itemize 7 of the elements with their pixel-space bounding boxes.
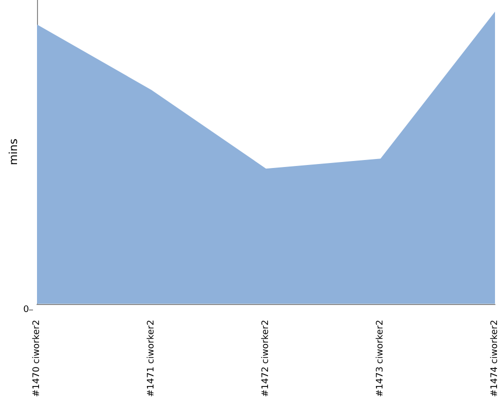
x-tick-label: #1473 ciworker2 [376,320,386,398]
x-tick-label: #1471 ciworker2 [146,320,156,398]
x-tick-label: #1472 ciworker2 [261,320,271,398]
text: 0 [23,305,30,315]
x-tick-label: #1474 ciworker2 [490,320,500,398]
y-axis-title: mins [7,138,20,166]
x-tick-label: #1470 ciworker2 [32,320,42,398]
